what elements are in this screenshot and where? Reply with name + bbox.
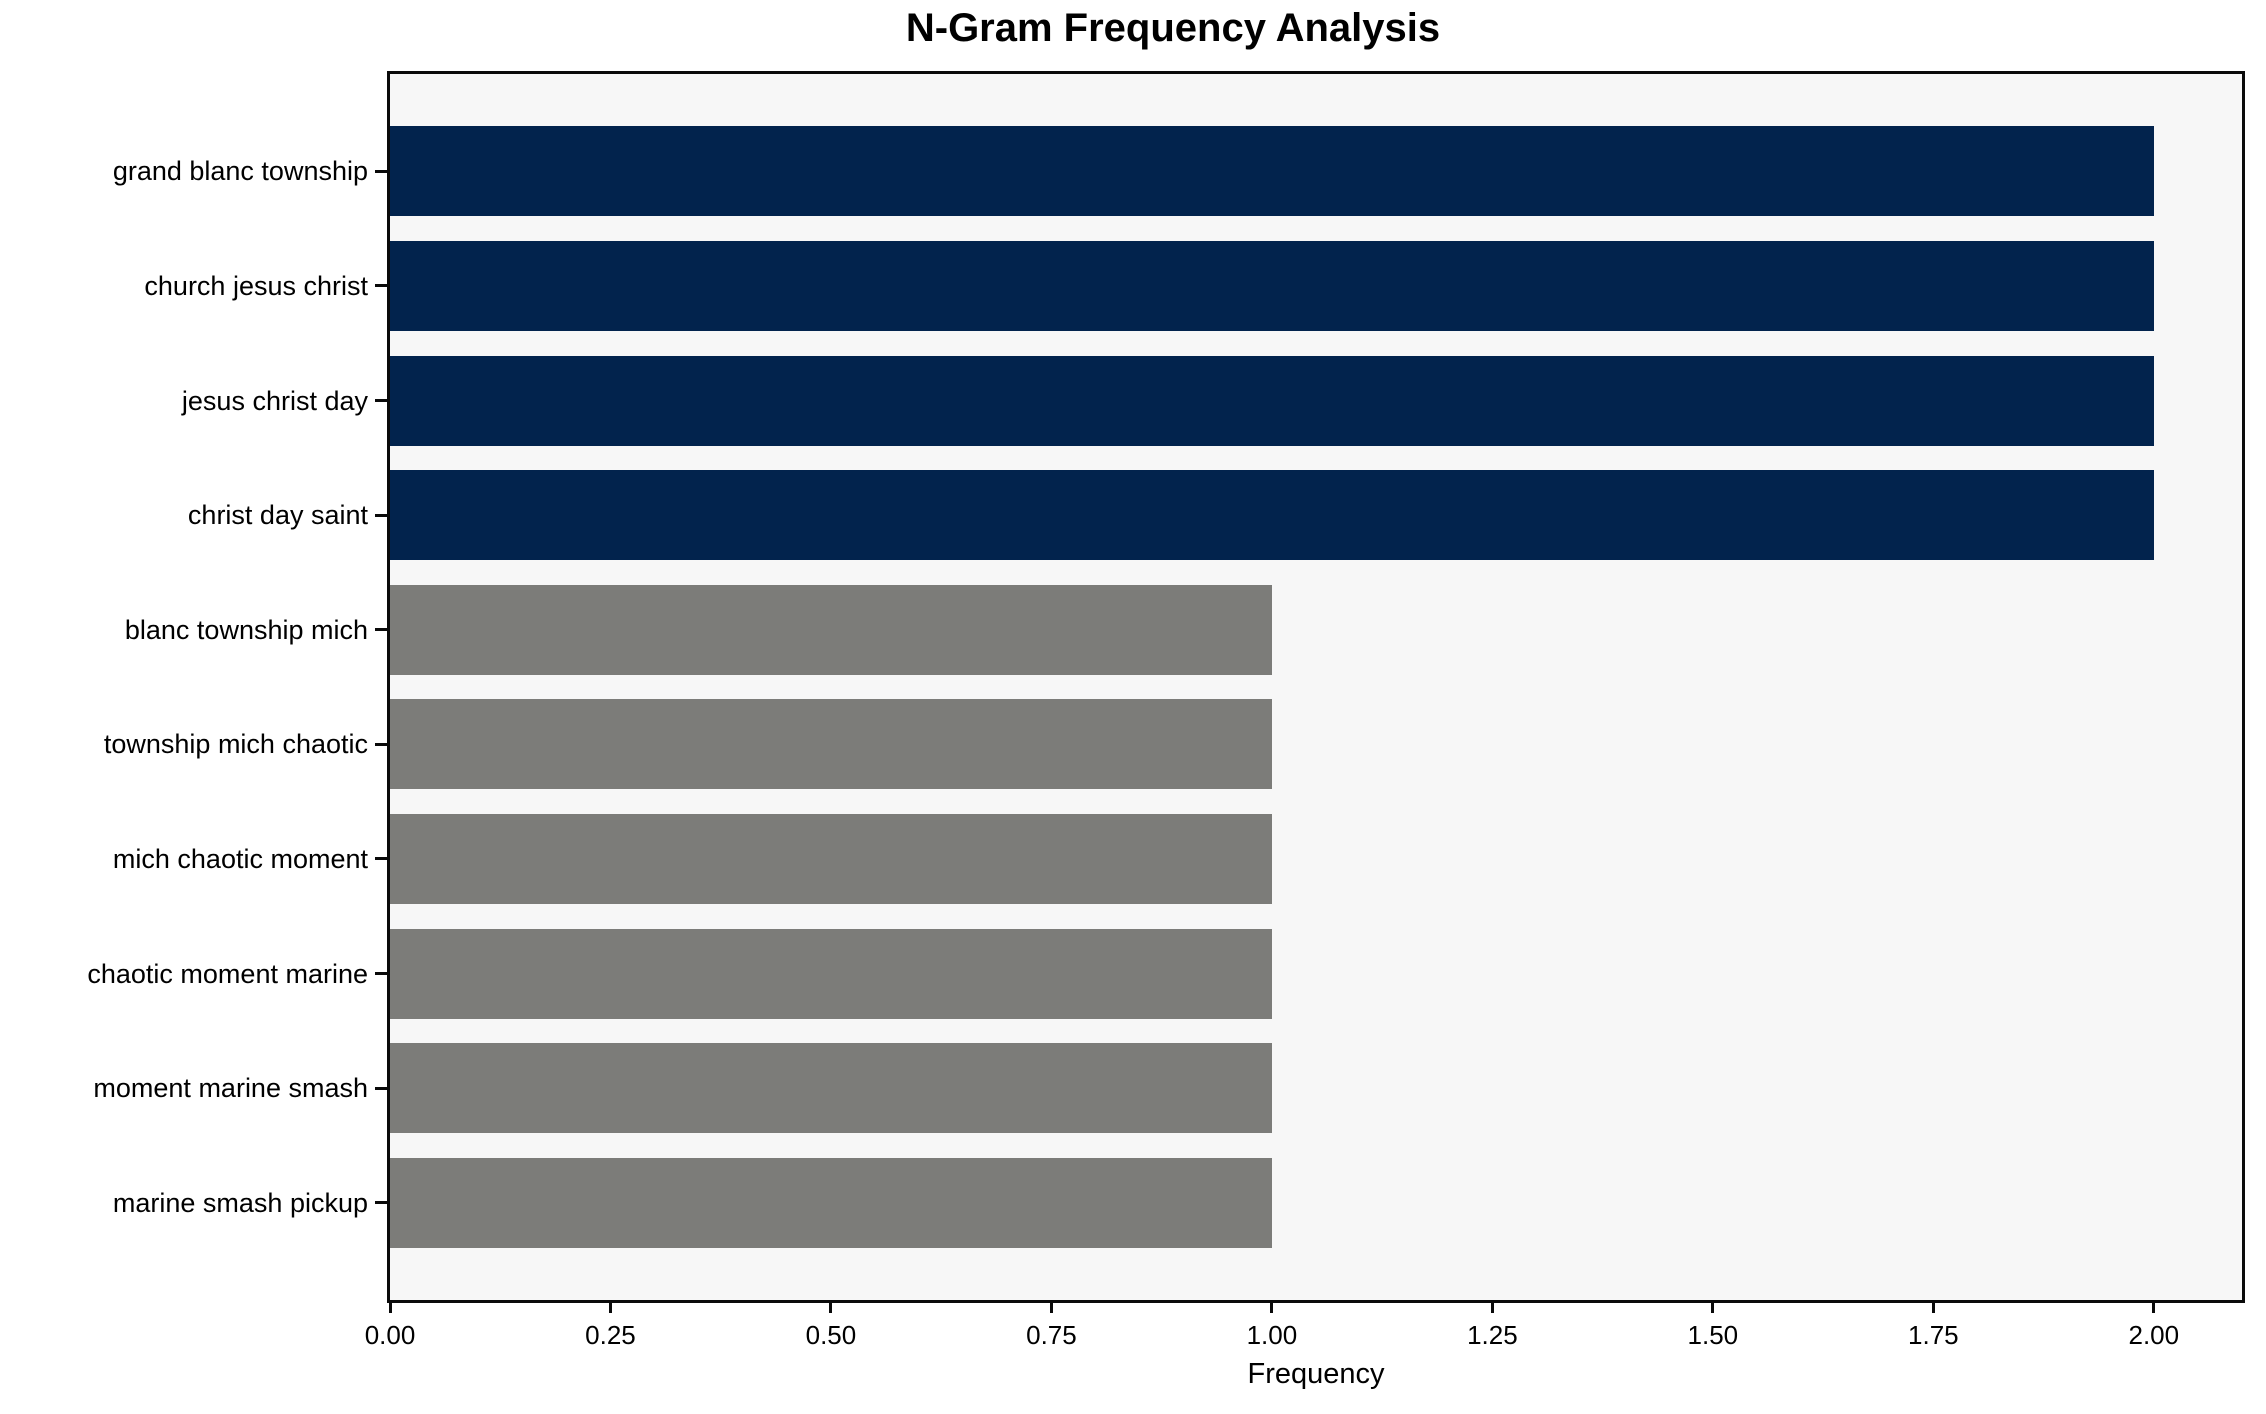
y-tick-mark — [375, 742, 387, 746]
y-tick-mark — [375, 628, 387, 632]
bar-blanc-township-mich — [390, 584, 1272, 675]
x-tick-mark — [1270, 1300, 1274, 1313]
bar-moment-marine-smash — [390, 1043, 1272, 1134]
x-tick-mark — [2152, 1300, 2156, 1313]
x-tick-mark — [608, 1300, 612, 1313]
x-tick-mark — [388, 1300, 392, 1313]
y-tick-label: blanc township mich — [124, 614, 368, 645]
bar-christ-day-saint — [390, 470, 2154, 561]
x-tick-mark — [1931, 1300, 1935, 1313]
y-tick-mark — [375, 169, 387, 173]
x-tick-label: 2.00 — [2128, 1320, 2180, 1350]
x-tick-label: 1.25 — [1467, 1320, 1518, 1350]
y-tick-mark — [375, 399, 387, 402]
y-tick-label: mich chaotic moment — [112, 843, 368, 874]
y-tick-mark — [375, 972, 387, 975]
bar-marine-smash-pickup — [390, 1157, 1272, 1248]
y-tick-label: christ day saint — [187, 500, 368, 531]
x-tick-mark — [829, 1300, 833, 1313]
x-tick-label: 0.75 — [1026, 1320, 1077, 1350]
y-tick-label: jesus christ day — [181, 385, 368, 416]
chart-title: N-Gram Frequency Analysis — [905, 6, 1441, 50]
x-tick-mark — [1490, 1300, 1494, 1313]
y-tick-label: grand blanc township — [112, 156, 368, 187]
bar-mich-chaotic-moment — [390, 813, 1272, 904]
x-tick-label: 0.50 — [805, 1320, 857, 1350]
x-tick-label: 0.25 — [585, 1320, 636, 1350]
x-tick-mark — [1049, 1300, 1053, 1313]
bar-township-mich-chaotic — [390, 699, 1272, 790]
y-tick-mark — [375, 857, 387, 861]
x-tick-mark — [1711, 1300, 1715, 1313]
y-tick-label: marine smash pickup — [112, 1187, 368, 1218]
x-tick-label: 0.00 — [364, 1320, 416, 1350]
y-tick-mark — [375, 1201, 387, 1205]
bar-grand-blanc-township — [390, 126, 2154, 217]
y-tick-label: moment marine smash — [93, 1073, 368, 1104]
x-tick-label: 1.75 — [1908, 1320, 1959, 1350]
y-tick-label: chaotic moment marine — [87, 958, 368, 989]
plot-area — [387, 71, 2245, 1303]
x-tick-label: 1.50 — [1687, 1320, 1739, 1350]
y-tick-mark — [375, 284, 387, 288]
bar-chaotic-moment-marine — [390, 928, 1272, 1019]
bar-jesus-christ-day — [390, 355, 2154, 446]
x-axis-label: Frequency — [1247, 1358, 1385, 1390]
bar-church-jesus-christ — [390, 240, 2154, 331]
y-tick-label: township mich chaotic — [103, 729, 368, 760]
y-tick-mark — [375, 1086, 387, 1090]
y-tick-label: church jesus christ — [144, 270, 368, 301]
x-tick-label: 1.00 — [1246, 1320, 1298, 1350]
y-tick-mark — [375, 513, 387, 517]
